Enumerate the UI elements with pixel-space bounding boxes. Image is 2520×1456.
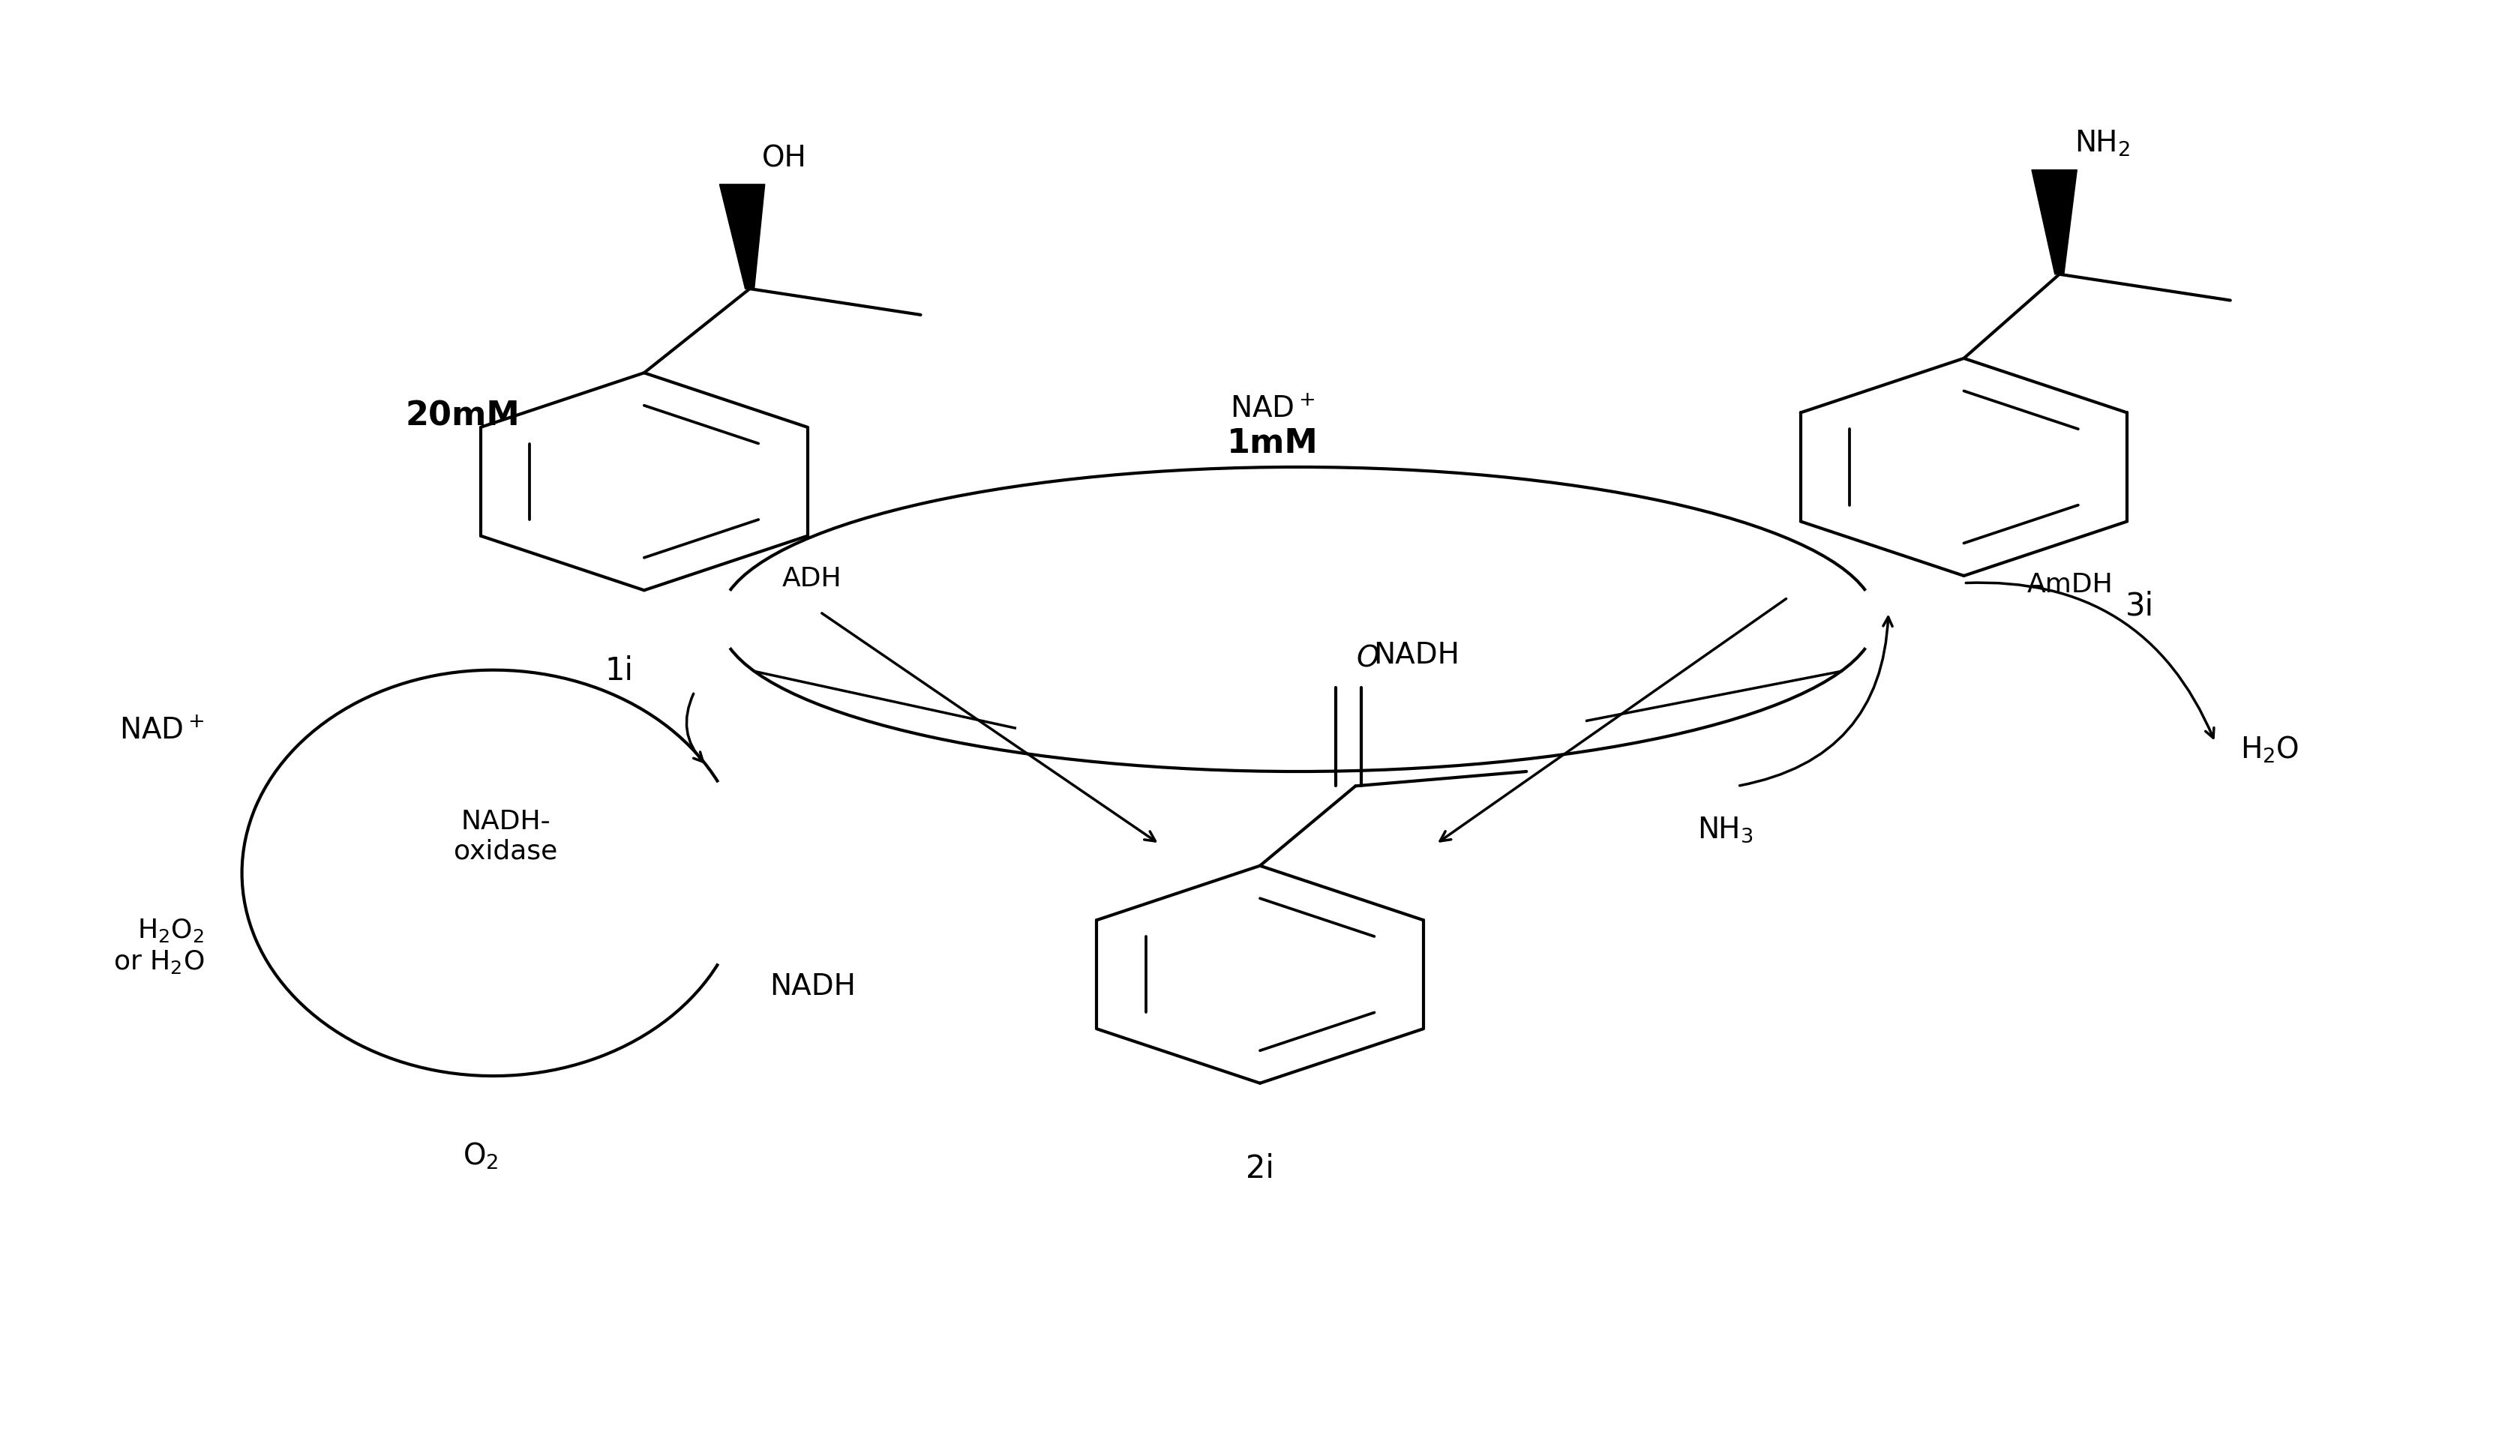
Text: 20mM: 20mM [406,400,519,432]
Text: NAD$^+$: NAD$^+$ [118,716,204,745]
Text: NADH: NADH [769,973,857,1000]
Text: NAD$^+$: NAD$^+$ [1230,395,1315,424]
Text: AmDH: AmDH [2026,572,2112,597]
Text: NH$_2$: NH$_2$ [2074,128,2129,159]
Polygon shape [721,185,764,288]
Text: O: O [1356,645,1378,673]
Text: 1mM: 1mM [1227,428,1318,460]
Text: 3i: 3i [2124,590,2155,622]
Text: 1i: 1i [605,655,633,687]
Text: H$_2$O: H$_2$O [2240,735,2298,764]
Text: NADH: NADH [1373,641,1459,670]
Polygon shape [2031,170,2076,274]
Text: NADH-
oxidase: NADH- oxidase [454,810,557,865]
Text: OH: OH [761,144,806,173]
Text: ADH: ADH [781,566,842,591]
Text: 2i: 2i [1245,1153,1275,1184]
Text: H$_2$O$_2$
or H$_2$O: H$_2$O$_2$ or H$_2$O [113,917,204,976]
Text: O$_2$: O$_2$ [464,1142,499,1172]
Text: NH$_3$: NH$_3$ [1696,815,1754,844]
